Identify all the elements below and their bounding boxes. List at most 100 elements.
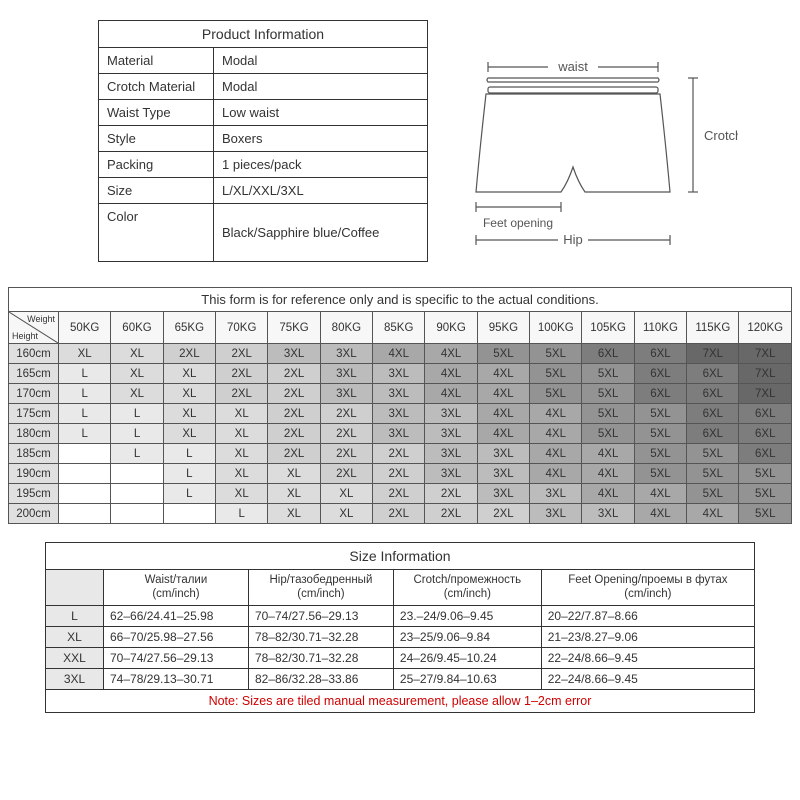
product-info-title: Product Information bbox=[99, 21, 428, 48]
size-cell: XL bbox=[111, 364, 163, 384]
size-cell: 2XL bbox=[373, 484, 425, 504]
size-cell: 2XL bbox=[216, 364, 268, 384]
size-cell: 4XL bbox=[687, 504, 739, 524]
weight-header: 95KG bbox=[477, 312, 529, 344]
size-cell: 5XL bbox=[634, 444, 686, 464]
size-cell: XL bbox=[216, 484, 268, 504]
size-cell: 6XL bbox=[634, 344, 686, 364]
size-cell: L bbox=[111, 424, 163, 444]
size-cell: 6XL bbox=[739, 444, 792, 464]
size-cell: XL bbox=[111, 344, 163, 364]
size-cell: L bbox=[163, 444, 215, 464]
size-cell: 5XL bbox=[634, 464, 686, 484]
size-cell: XL bbox=[163, 364, 215, 384]
size-info-value: 70–74/27.56–29.13 bbox=[248, 605, 393, 626]
size-cell: 4XL bbox=[477, 424, 529, 444]
size-cell: 3XL bbox=[425, 424, 477, 444]
size-cell: XL bbox=[268, 504, 320, 524]
size-cell: XL bbox=[268, 484, 320, 504]
size-cell bbox=[59, 504, 111, 524]
size-info-value: 78–82/30.71–32.28 bbox=[248, 626, 393, 647]
size-row-label: L bbox=[46, 605, 104, 626]
size-cell: 2XL bbox=[268, 424, 320, 444]
size-cell: 5XL bbox=[530, 384, 582, 404]
size-cell: 5XL bbox=[634, 424, 686, 444]
size-cell: L bbox=[59, 384, 111, 404]
size-cell: XL bbox=[59, 344, 111, 364]
size-info-value: 78–82/30.71–32.28 bbox=[248, 647, 393, 668]
size-cell: 3XL bbox=[320, 364, 372, 384]
size-info-value: 25–27/9.84–10.63 bbox=[393, 668, 541, 689]
size-info-value: 62–66/24.41–25.98 bbox=[104, 605, 249, 626]
product-info-value: Boxers bbox=[214, 126, 428, 152]
size-cell: 2XL bbox=[425, 504, 477, 524]
size-cell: 3XL bbox=[530, 484, 582, 504]
boxer-diagram: waist Crotch Feet opening bbox=[458, 20, 738, 265]
size-cell: 3XL bbox=[425, 404, 477, 424]
height-header: 165cm bbox=[9, 364, 59, 384]
size-info-table: Size Information Waist/талии(cm/inch)Hip… bbox=[45, 542, 755, 713]
weight-header: 120KG bbox=[739, 312, 792, 344]
size-cell: 5XL bbox=[634, 404, 686, 424]
weight-header: 75KG bbox=[268, 312, 320, 344]
size-cell: 7XL bbox=[739, 344, 792, 364]
size-cell: 2XL bbox=[477, 504, 529, 524]
product-info-label: Waist Type bbox=[99, 100, 214, 126]
size-cell: 3XL bbox=[477, 464, 529, 484]
size-cell: 2XL bbox=[216, 344, 268, 364]
product-info-value: Modal bbox=[214, 48, 428, 74]
size-cell: 5XL bbox=[582, 424, 634, 444]
size-cell: 2XL bbox=[320, 444, 372, 464]
size-info-value: 20–22/7.87–8.66 bbox=[541, 605, 754, 626]
size-cell: L bbox=[59, 404, 111, 424]
size-cell: 4XL bbox=[530, 424, 582, 444]
size-cell: 2XL bbox=[320, 424, 372, 444]
product-info-value: L/XL/XXL/3XL bbox=[214, 178, 428, 204]
size-info-header: Waist/талии(cm/inch) bbox=[104, 570, 249, 606]
size-cell: XL bbox=[320, 484, 372, 504]
size-info-value: 23–25/9.06–9.84 bbox=[393, 626, 541, 647]
size-cell: 2XL bbox=[373, 444, 425, 464]
size-cell: 2XL bbox=[163, 344, 215, 364]
product-info-table: Product Information MaterialModalCrotch … bbox=[98, 20, 428, 262]
size-cell bbox=[111, 484, 163, 504]
product-info-label: Size bbox=[99, 178, 214, 204]
size-cell: 5XL bbox=[582, 404, 634, 424]
height-header: 195cm bbox=[9, 484, 59, 504]
height-header: 190cm bbox=[9, 464, 59, 484]
size-cell: XL bbox=[216, 464, 268, 484]
size-cell: 4XL bbox=[582, 444, 634, 464]
size-cell: XL bbox=[320, 504, 372, 524]
size-cell: 2XL bbox=[268, 404, 320, 424]
size-info-header: Crotch/промежность(cm/inch) bbox=[393, 570, 541, 606]
weight-header: 70KG bbox=[216, 312, 268, 344]
size-cell: 5XL bbox=[582, 384, 634, 404]
size-cell: XL bbox=[216, 424, 268, 444]
size-cell: 6XL bbox=[739, 424, 792, 444]
size-cell: XL bbox=[163, 384, 215, 404]
size-cell: 7XL bbox=[739, 364, 792, 384]
size-cell: 3XL bbox=[425, 464, 477, 484]
product-info-label: Material bbox=[99, 48, 214, 74]
size-cell bbox=[111, 464, 163, 484]
size-cell: 6XL bbox=[687, 364, 739, 384]
product-info-label: Style bbox=[99, 126, 214, 152]
height-header: 200cm bbox=[9, 504, 59, 524]
size-cell: 5XL bbox=[477, 344, 529, 364]
weight-header: 85KG bbox=[373, 312, 425, 344]
size-cell: 7XL bbox=[687, 344, 739, 364]
size-cell: 6XL bbox=[687, 424, 739, 444]
size-cell: 4XL bbox=[373, 344, 425, 364]
size-info-value: 21–23/8.27–9.06 bbox=[541, 626, 754, 647]
size-cell bbox=[59, 444, 111, 464]
size-info-header: Feet Opening/проемы в футах(cm/inch) bbox=[541, 570, 754, 606]
size-cell: 3XL bbox=[373, 424, 425, 444]
size-info-value: 70–74/27.56–29.13 bbox=[104, 647, 249, 668]
size-cell: XL bbox=[163, 404, 215, 424]
size-cell: 4XL bbox=[634, 504, 686, 524]
size-cell: 3XL bbox=[320, 384, 372, 404]
size-cell: 5XL bbox=[687, 444, 739, 464]
size-cell: 4XL bbox=[582, 464, 634, 484]
size-row-label: XL bbox=[46, 626, 104, 647]
size-info-header: Hip/тазобедренный(cm/inch) bbox=[248, 570, 393, 606]
